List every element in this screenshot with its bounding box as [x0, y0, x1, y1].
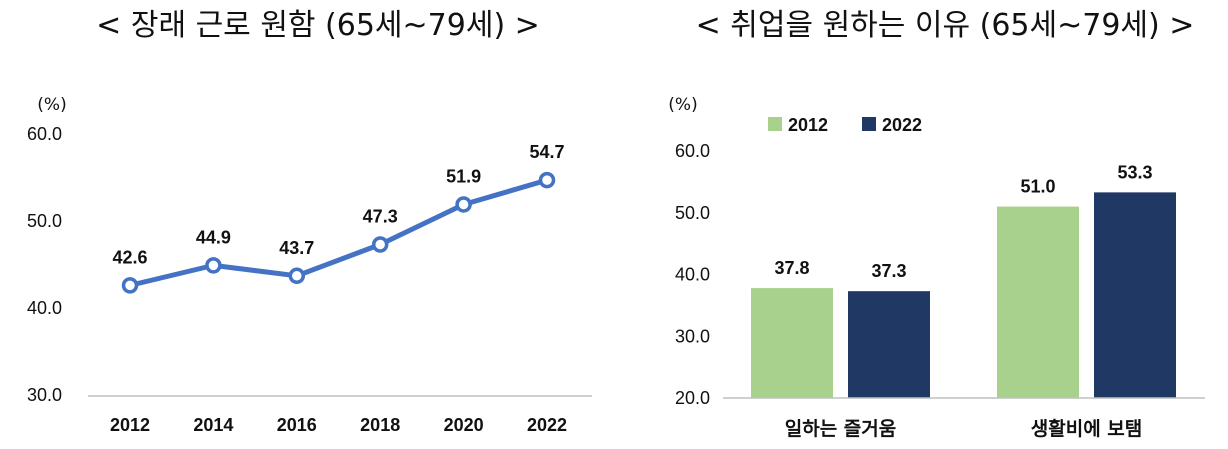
bar — [848, 291, 930, 398]
left-data-point — [205, 257, 222, 274]
bar-value-label: 37.3 — [871, 261, 906, 281]
bar — [1094, 192, 1176, 398]
left-y-tick-label: 60.0 — [27, 124, 62, 144]
bar-value-label: 53.3 — [1117, 162, 1152, 182]
left-x-tick-label: 2012 — [110, 415, 150, 435]
right-y-tick-label: 50.0 — [675, 203, 710, 223]
left-data-label: 42.6 — [112, 247, 147, 267]
bar-value-label: 37.8 — [774, 258, 809, 278]
right-y-tick-label: 20.0 — [675, 388, 710, 408]
left-line-series: 42.6 44.9 43.7 47.3 51.9 54.7 — [112, 142, 565, 294]
left-x-axis-ticks: 2012 2014 2016 2018 2020 2022 — [110, 415, 567, 435]
left-data-label: 43.7 — [279, 238, 314, 258]
left-data-point — [455, 196, 472, 213]
right-chart-legend: 2012 2022 — [768, 115, 922, 135]
left-y-tick-label: 40.0 — [27, 298, 62, 318]
right-chart-title: < 취업을 원하는 이유 (65세~79세) > — [696, 8, 1195, 43]
left-x-tick-label: 2022 — [527, 415, 567, 435]
right-y-axis-ticks: 20.0 30.0 40.0 50.0 60.0 — [675, 141, 710, 408]
left-chart-title: < 장래 근로 원함 (65세~79세) > — [96, 8, 540, 43]
right-chart-unit: (%) — [668, 95, 697, 115]
left-y-axis-ticks: 30.0 40.0 50.0 60.0 — [27, 124, 62, 405]
bar — [997, 206, 1079, 398]
left-series-line — [129, 177, 548, 288]
left-x-tick-label: 2020 — [444, 415, 484, 435]
right-x-axis-categories: 일하는 즐거움 생활비에 보탬 — [785, 418, 1143, 440]
left-x-tick-label: 2014 — [193, 415, 233, 435]
left-data-point — [121, 277, 139, 294]
left-data-label: 47.3 — [363, 206, 398, 226]
bar-value-label: 51.0 — [1020, 177, 1055, 197]
left-data-point — [538, 171, 556, 189]
left-x-tick-label: 2016 — [277, 415, 317, 435]
right-y-tick-label: 40.0 — [675, 265, 710, 285]
right-y-tick-label: 60.0 — [675, 141, 710, 161]
right-category-label: 일하는 즐거움 — [785, 418, 897, 440]
left-data-point — [288, 267, 306, 285]
left-data-label: 44.9 — [196, 227, 231, 247]
legend-label: 2012 — [788, 115, 828, 135]
left-x-tick-label: 2018 — [360, 415, 400, 435]
left-y-tick-label: 50.0 — [27, 211, 62, 231]
bar — [751, 288, 833, 398]
left-y-tick-label: 30.0 — [27, 385, 62, 405]
left-data-point — [371, 236, 389, 253]
legend-label: 2022 — [882, 115, 922, 135]
legend-swatch — [862, 117, 876, 131]
right-bar-series: 37.8 37.3 51.0 53.3 — [751, 162, 1176, 398]
left-data-label: 54.7 — [529, 142, 564, 162]
left-chart-unit: (%) — [37, 95, 66, 115]
right-y-tick-label: 30.0 — [675, 326, 710, 346]
left-data-label: 51.9 — [446, 166, 481, 186]
right-category-label: 생활비에 보탬 — [1031, 418, 1143, 440]
legend-swatch — [768, 117, 782, 131]
